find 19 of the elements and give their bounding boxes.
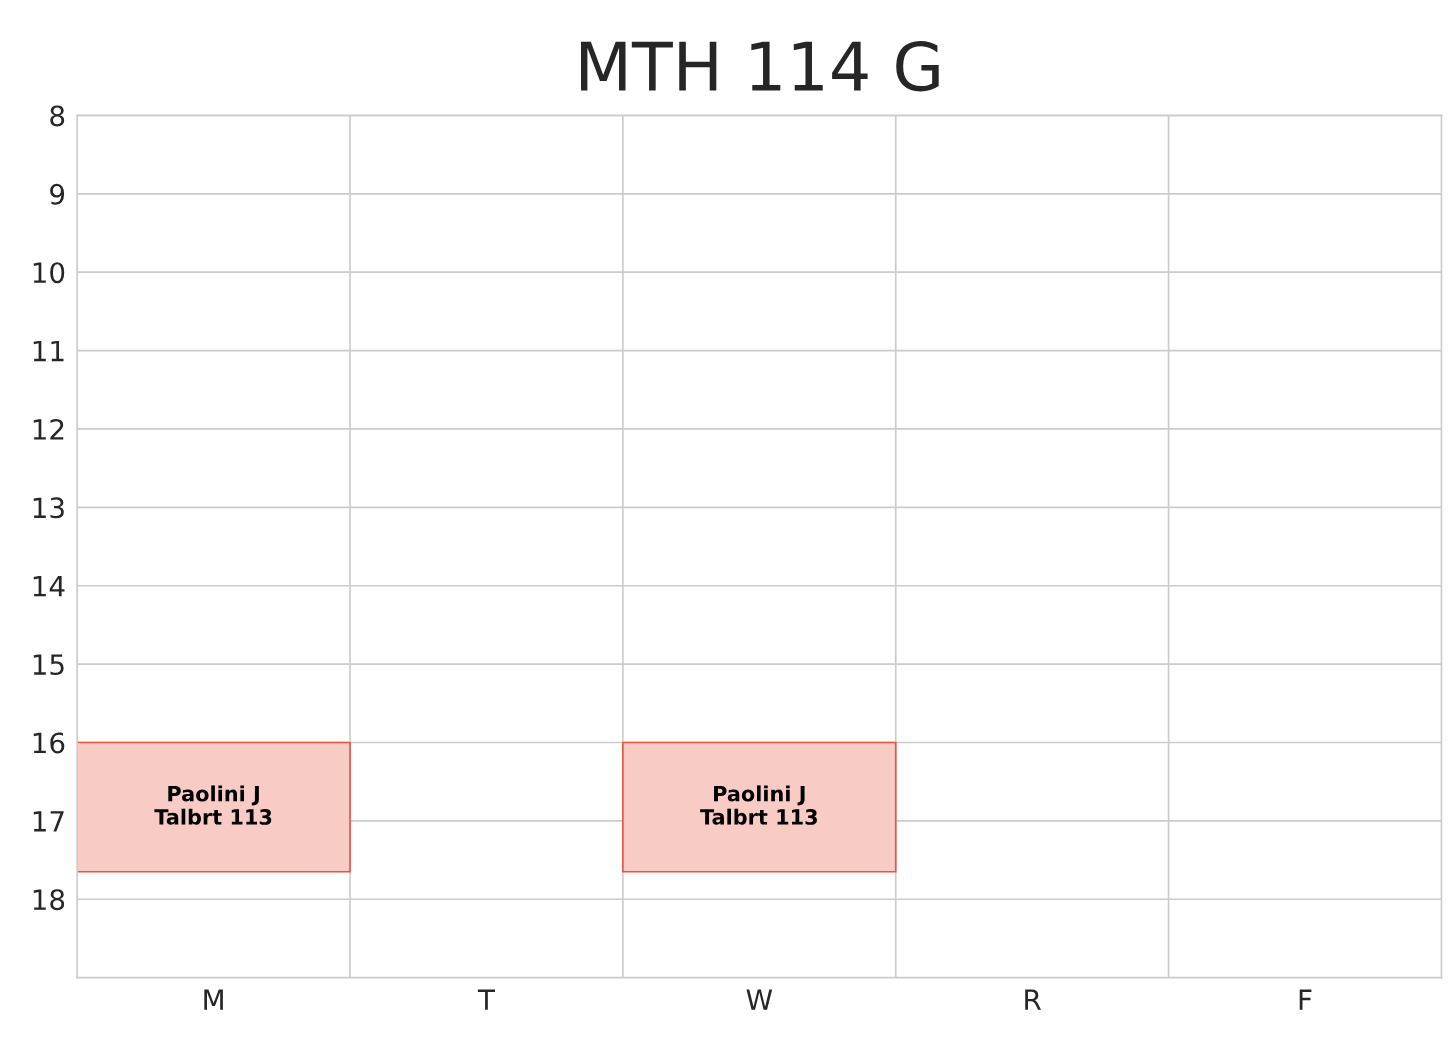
y-tick-label: 9 <box>50 183 65 205</box>
y-tick-label: 11 <box>33 340 64 362</box>
y-tick-label: 17 <box>33 811 64 832</box>
y-tick-label: 15 <box>33 654 64 676</box>
x-tick-label: W <box>746 989 773 1010</box>
y-tick-label: 10 <box>33 262 65 284</box>
x-tick-label: F <box>1299 989 1312 1010</box>
y-tick-label: 13 <box>33 497 64 519</box>
data-label: Paolini J Talbrt 113 <box>700 785 817 825</box>
y-tick-label: 14 <box>33 576 65 597</box>
x-tick-label: M <box>204 989 223 1010</box>
y-tick-label: 18 <box>33 889 65 911</box>
data-label: Paolini J Talbrt 113 <box>154 785 272 825</box>
chart-title: MTH 114 G <box>581 40 939 92</box>
y-tick-label: 8 <box>50 105 65 127</box>
x-tick-label: R <box>1025 989 1042 1010</box>
y-tick-label: 16 <box>33 732 65 754</box>
y-tick-label: 12 <box>33 418 64 440</box>
x-tick-label: T <box>477 989 496 1010</box>
